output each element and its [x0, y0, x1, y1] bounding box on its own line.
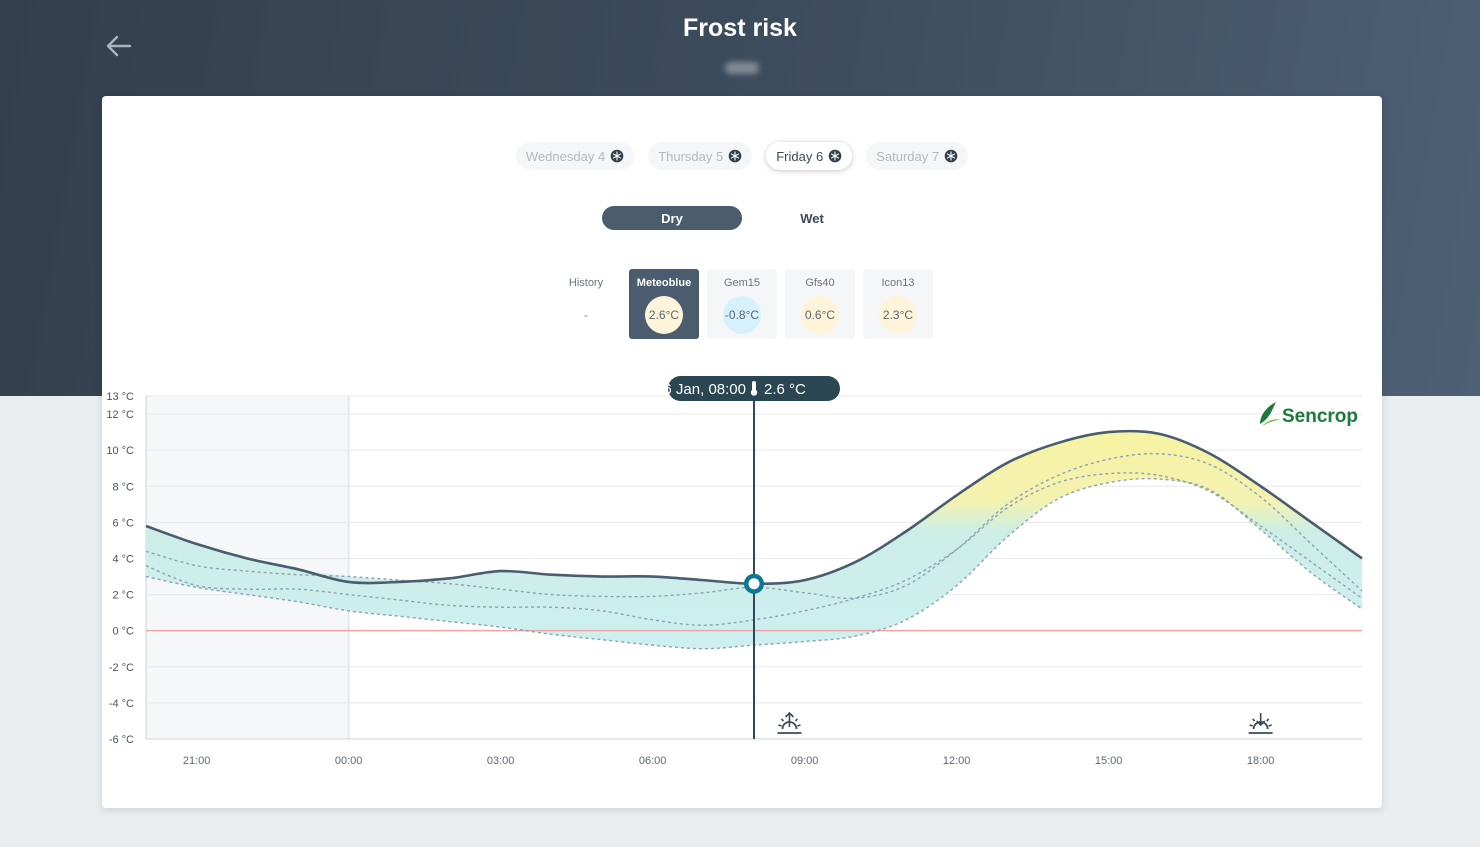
model-name: History	[568, 277, 604, 289]
model-history[interactable]: History -	[551, 269, 621, 339]
series-line-icon13	[145, 452, 1363, 600]
day-tab-label: Thursday 5	[658, 148, 724, 164]
snowflake-icon	[828, 149, 842, 163]
model-name: Gem15	[723, 277, 761, 289]
model-gfs40[interactable]: Gfs40 0.6°C	[785, 269, 855, 339]
model-name: Meteoblue	[636, 277, 692, 289]
brand-name: Sencrop	[1282, 406, 1358, 427]
y-tick-label: 6 °C	[112, 517, 134, 529]
model-name: Icon13	[881, 277, 915, 289]
model-gem15[interactable]: Gem15 -0.8°C	[707, 269, 777, 339]
snowflake-icon	[610, 149, 624, 163]
model-icon13[interactable]: Icon13 2.3°C	[863, 269, 933, 339]
dry-wet-toggle: Dry Wet	[602, 206, 882, 230]
dry-button[interactable]: Dry	[602, 206, 742, 230]
x-tick-label: 15:00	[1095, 755, 1123, 767]
model-temperature: 2.3°C	[879, 296, 917, 334]
y-tick-label: -4 °C	[109, 698, 134, 710]
y-tick-label: -6 °C	[109, 734, 134, 746]
y-tick-label: 2 °C	[112, 590, 134, 602]
wet-button[interactable]: Wet	[800, 210, 824, 226]
y-tick-label: 10 °C	[106, 445, 134, 457]
x-tick-label: 18:00	[1247, 755, 1275, 767]
model-temperature: 0.6°C	[801, 296, 839, 334]
y-tick-label: 0 °C	[112, 626, 134, 638]
y-tick-label: -2 °C	[109, 662, 134, 674]
cursor-marker-center	[748, 578, 760, 590]
tab-wednesday[interactable]: Wednesday 4	[515, 142, 635, 170]
forecast-band	[146, 431, 1362, 649]
day-tabs: Wednesday 4 Thursday 5 Friday 6 Saturday…	[102, 142, 1382, 170]
tooltip-time: 06 Jan, 08:00	[655, 381, 746, 398]
x-tick-label: 00:00	[335, 755, 363, 767]
x-tick-label: 06:00	[639, 755, 667, 767]
y-tick-label: 12 °C	[106, 409, 134, 421]
sencrop-logo-icon	[1260, 402, 1280, 426]
cursor-tooltip: 06 Jan, 08:00 2.6 °C	[655, 376, 840, 401]
day-tab-label: Saturday 7	[876, 148, 940, 164]
x-tick-label: 12:00	[943, 755, 971, 767]
model-temperature: -	[584, 308, 588, 322]
tooltip-value: 2.6 °C	[764, 381, 806, 398]
model-temperature: 2.6°C	[645, 296, 683, 334]
x-tick-label: 03:00	[487, 755, 515, 767]
tab-friday[interactable]: Friday 6	[766, 142, 853, 170]
x-tick-label: 09:00	[791, 755, 819, 767]
y-tick-label: 13 °C	[106, 391, 134, 403]
snowflake-icon	[944, 149, 958, 163]
tab-thursday[interactable]: Thursday 5	[648, 142, 753, 170]
page-title: Frost risk	[683, 14, 797, 42]
blurred-subtitle	[725, 62, 759, 74]
model-temperature: -0.8°C	[723, 296, 761, 334]
series-line-gem15	[145, 477, 1363, 650]
tab-saturday[interactable]: Saturday 7	[866, 142, 969, 170]
model-name: Gfs40	[805, 277, 835, 289]
y-tick-label: 8 °C	[112, 481, 134, 493]
sunset-icon	[1248, 713, 1273, 734]
sunrise-icon	[777, 711, 802, 734]
model-meteoblue[interactable]: Meteoblue 2.6°C	[629, 269, 699, 339]
day-tab-label: Friday 6	[776, 148, 824, 164]
arrow-left-icon[interactable]	[104, 32, 134, 60]
model-selector: History - Meteoblue 2.6°C Gem15 -0.8°C G…	[102, 269, 1382, 339]
y-tick-label: 4 °C	[112, 553, 134, 565]
day-tab-label: Wednesday 4	[525, 148, 606, 164]
thermometer-icon	[750, 381, 758, 396]
x-tick-label: 21:00	[183, 755, 211, 767]
snowflake-icon	[728, 149, 742, 163]
